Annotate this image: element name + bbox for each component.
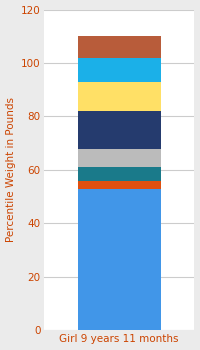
Bar — [78, 148, 161, 167]
Bar — [78, 167, 161, 181]
Bar — [78, 111, 161, 148]
Y-axis label: Percentile Weight in Pounds: Percentile Weight in Pounds — [6, 97, 16, 243]
Bar — [78, 58, 161, 82]
Bar — [78, 189, 161, 330]
Bar — [78, 82, 161, 111]
Bar — [78, 36, 161, 58]
Bar — [78, 181, 161, 189]
